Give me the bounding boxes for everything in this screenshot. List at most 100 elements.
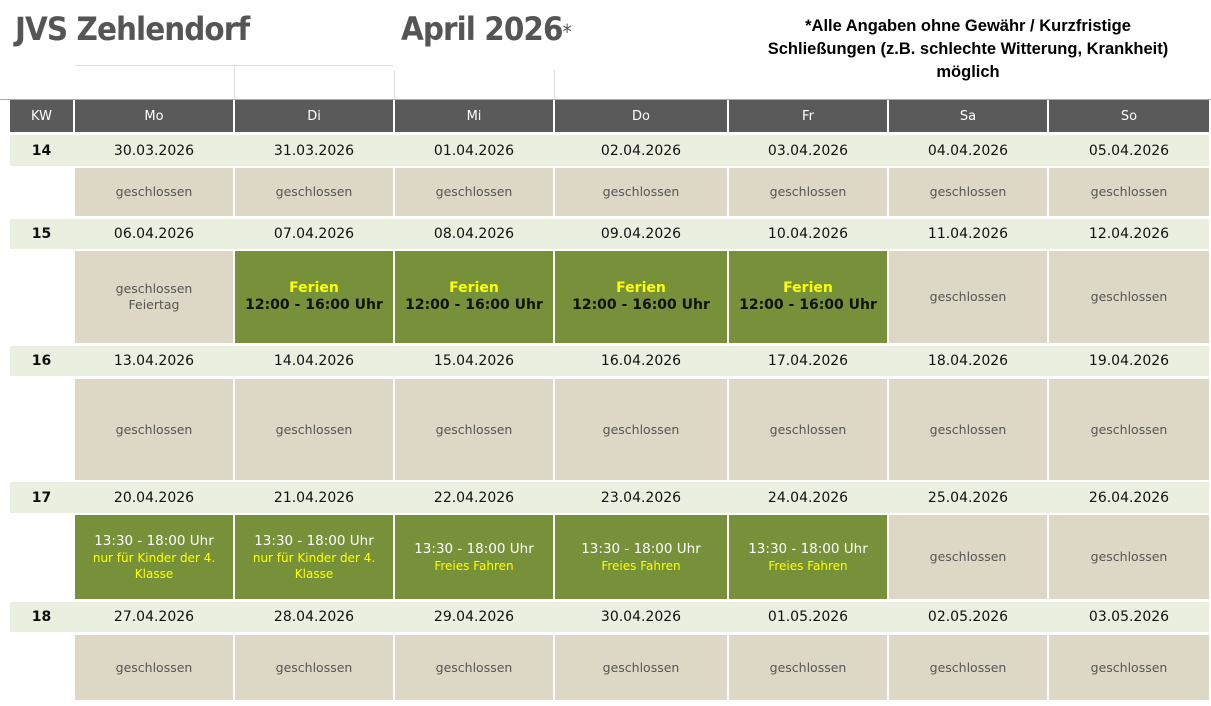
day-status-text: Ferien <box>289 280 339 296</box>
day-status-text: 13:30 - 18:00 Uhr <box>254 532 374 549</box>
date-cell: 10.04.2026 <box>729 219 887 249</box>
date-label: 13.04.2026 <box>113 353 195 369</box>
site-title-text: JVS Zehlendorf <box>15 10 250 48</box>
column-header-fr: Fr <box>729 100 887 132</box>
column-header-do: Do <box>555 100 727 132</box>
date-label: 30.04.2026 <box>600 609 682 625</box>
day-status-text: geschlossen <box>275 184 353 199</box>
day-status-text: Ferien <box>783 280 833 296</box>
day-status-text: geschlossen <box>1090 421 1168 437</box>
column-header-label: Do <box>632 108 650 124</box>
day-status-closed: geschlossen <box>235 379 393 480</box>
date-label: 06.04.2026 <box>113 226 195 242</box>
date-cell: 30.03.2026 <box>75 135 233 166</box>
day-status-closed: geschlossen <box>395 635 553 700</box>
date-label: 11.04.2026 <box>927 226 1009 242</box>
day-status-text: geschlossen <box>435 184 513 199</box>
date-cell: 13.04.2026 <box>75 346 233 376</box>
day-status-ferien: Ferien 12:00 - 16:00 Uhr <box>555 251 727 343</box>
disclaimer-line: Schließungen (z.B. schlechte Witterung, … <box>767 40 1169 58</box>
day-status-closed: geschlossen <box>395 168 553 216</box>
date-label: 05.04.2026 <box>1088 142 1170 159</box>
date-cell: 12.04.2026 <box>1049 219 1209 249</box>
day-status-closed: geschlossen <box>235 168 393 216</box>
day-status-text: Ferien <box>449 280 499 296</box>
day-status-closed: geschlossen <box>889 515 1047 599</box>
day-status-text: geschlossen <box>435 421 513 437</box>
day-status-text: geschlossen <box>115 421 193 437</box>
day-status-closed: geschlossen <box>395 379 553 480</box>
date-cell: 02.05.2026 <box>889 602 1047 632</box>
date-cell: 04.04.2026 <box>889 135 1047 166</box>
date-label: 16.04.2026 <box>600 353 682 369</box>
date-cell: 25.04.2026 <box>889 482 1047 513</box>
date-label: 27.04.2026 <box>113 609 195 625</box>
day-status-text: geschlossen <box>929 421 1007 437</box>
day-status-detail: Freies Fahren <box>768 558 848 573</box>
column-header-mo: Mo <box>75 100 233 132</box>
column-header-sa: Sa <box>889 100 1047 132</box>
day-status-closed: geschlossen <box>729 635 887 700</box>
disclaimer-note: *Alle Angaben ohne Gewähr / Kurzfristige… <box>730 15 1206 84</box>
date-cell: 21.04.2026 <box>235 482 393 513</box>
day-status-text: 13:30 - 18:00 Uhr <box>94 532 214 549</box>
date-cell: 29.04.2026 <box>395 602 553 632</box>
day-status-closed: geschlossen <box>555 379 727 480</box>
day-status-text: geschlossen <box>929 289 1007 304</box>
day-status-closed: geschlossen <box>555 168 727 216</box>
day-status-closed: geschlossen <box>889 251 1047 343</box>
day-status-text: geschlossen <box>275 659 353 675</box>
date-label: 18.04.2026 <box>927 353 1009 369</box>
day-status-ferien: Ferien 12:00 - 16:00 Uhr <box>235 251 393 343</box>
column-header-label: Fr <box>802 108 814 124</box>
date-cell: 30.04.2026 <box>555 602 727 632</box>
date-label: 15.04.2026 <box>433 353 515 369</box>
date-cell: 05.04.2026 <box>1049 135 1209 166</box>
day-status-open: 13:30 - 18:00 Uhr nur für Kinder der 4. K… <box>75 515 233 599</box>
date-cell: 07.04.2026 <box>235 219 393 249</box>
day-status-text: geschlossen <box>602 184 680 199</box>
date-label: 23.04.2026 <box>600 489 682 506</box>
week-number: 14 <box>10 135 73 166</box>
day-status-closed: geschlossen <box>729 168 887 216</box>
date-label: 21.04.2026 <box>273 489 355 506</box>
date-label: 03.05.2026 <box>1088 609 1170 625</box>
day-status-text: geschlossen <box>275 421 353 437</box>
day-status-closed: geschlossen <box>235 635 393 700</box>
column-header-label: Mi <box>466 108 482 124</box>
day-status-text: geschlossen <box>1090 549 1168 564</box>
day-status-text: geschlossen <box>769 184 847 199</box>
day-status-closed: geschlossen <box>75 379 233 480</box>
site-title: JVS Zehlendorf <box>15 10 250 48</box>
day-status-closed: geschlossen <box>1049 379 1209 480</box>
day-status-closed: geschlossen <box>75 168 233 216</box>
disclaimer-line: *Alle Angaben ohne Gewähr / Kurzfristige <box>805 17 1131 35</box>
date-cell: 24.04.2026 <box>729 482 887 513</box>
day-status-detail: 12:00 - 16:00 Uhr <box>245 297 383 313</box>
column-header-di: Di <box>235 100 393 132</box>
date-label: 01.05.2026 <box>767 609 849 625</box>
date-cell: 01.04.2026 <box>395 135 553 166</box>
week-number-label: 14 <box>31 142 52 159</box>
date-cell: 14.04.2026 <box>235 346 393 376</box>
day-status-closed: geschlossen <box>889 635 1047 700</box>
day-status-detail: 12:00 - 16:00 Uhr <box>405 297 543 313</box>
date-label: 02.04.2026 <box>600 142 682 159</box>
date-label: 17.04.2026 <box>767 353 849 369</box>
date-label: 20.04.2026 <box>113 489 195 506</box>
day-status-text: geschlossen <box>115 281 193 296</box>
day-status-ferien: Ferien 12:00 - 16:00 Uhr <box>395 251 553 343</box>
day-status-open: 13:30 - 18:00 Uhr nur für Kinder der 4. K… <box>235 515 393 599</box>
day-status-text: 13:30 - 18:00 Uhr <box>748 540 868 557</box>
date-cell: 02.04.2026 <box>555 135 727 166</box>
date-cell: 06.04.2026 <box>75 219 233 249</box>
date-cell: 15.04.2026 <box>395 346 553 376</box>
date-cell: 03.04.2026 <box>729 135 887 166</box>
day-status-text: geschlossen <box>435 659 513 675</box>
date-label: 22.04.2026 <box>433 489 515 506</box>
day-status-detail: 12:00 - 16:00 Uhr <box>739 297 877 313</box>
day-status-closed: geschlossen <box>75 635 233 700</box>
date-cell: 09.04.2026 <box>555 219 727 249</box>
day-status-text: 13:30 - 18:00 Uhr <box>581 540 701 557</box>
date-label: 03.04.2026 <box>767 142 849 159</box>
